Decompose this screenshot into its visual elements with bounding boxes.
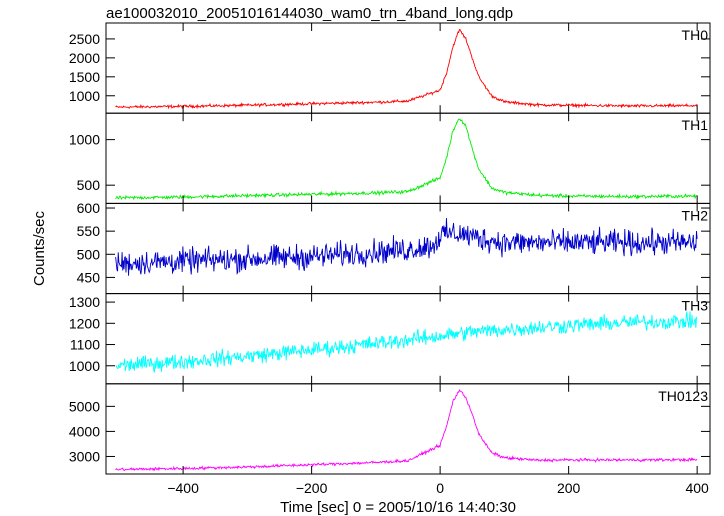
- series-line-th0: [115, 29, 698, 110]
- y-tick-label: 600: [77, 200, 101, 216]
- y-tick-label: 1000: [69, 358, 100, 374]
- y-tick-label: 550: [77, 223, 101, 239]
- panel-label-th1: TH1: [682, 117, 709, 133]
- series-line-th2: [115, 218, 698, 276]
- x-tick-label: −200: [296, 480, 328, 496]
- y-tick-label: 1000: [69, 88, 100, 104]
- y-tick-label: 1500: [69, 69, 100, 85]
- series-line-th0123: [115, 388, 698, 472]
- y-tick-label: 4000: [69, 423, 100, 439]
- y-tick-label: 1100: [70, 337, 100, 353]
- panel-label-th3: TH3: [682, 298, 709, 314]
- y-tick-label: 500: [77, 246, 101, 262]
- panel-th3: 1000 1100 1200 1300 TH3: [69, 293, 711, 385]
- panel-frame: [105, 293, 711, 385]
- y-tick-label: 3000: [69, 448, 100, 464]
- x-axis-label: Time [sec] 0 = 2005/10/16 14:40:30: [280, 499, 516, 516]
- panel-frame: [105, 202, 711, 295]
- series-line-th3: [115, 311, 698, 373]
- y-tick-label: 500: [77, 177, 101, 193]
- y-tick-label: 1000: [69, 132, 100, 148]
- x-axis-ticks: −400 −200 0 200 400: [167, 480, 709, 496]
- panels-group: 1000 1500 2000 2500 TH0 500 1000 TH1 450 500 550 60…: [69, 22, 711, 475]
- panel-th0123: 3000 4000 5000 TH0123: [69, 383, 711, 475]
- x-tick-label: 400: [685, 480, 709, 496]
- y-tick-label: 2500: [69, 31, 100, 47]
- panel-frame: [105, 112, 711, 204]
- series-line-th1: [115, 118, 698, 201]
- x-tick-label: 0: [436, 480, 444, 496]
- panel-frame: [105, 383, 711, 475]
- y-tick-label: 5000: [69, 398, 100, 414]
- y-tick-label: 450: [77, 269, 101, 285]
- panel-label-th0123: TH0123: [658, 388, 708, 404]
- y-tick-label: 1300: [69, 294, 100, 310]
- panel-th0: 1000 1500 2000 2500 TH0: [69, 22, 711, 114]
- y-axis-label: Counts/sec: [31, 210, 48, 286]
- panel-th2: 450 500 550 600 TH2: [77, 200, 711, 295]
- chart-title: ae100032010_20051016144030_wam0_trn_4ban…: [106, 5, 513, 22]
- y-tick-label: 2000: [69, 50, 100, 66]
- panel-frame: [105, 22, 711, 114]
- panel-label-th2: TH2: [682, 207, 709, 223]
- panel-label-th0: TH0: [682, 27, 709, 43]
- x-tick-label: −400: [167, 480, 199, 496]
- panel-th1: 500 1000 TH1: [69, 112, 711, 204]
- x-tick-label: 200: [557, 480, 581, 496]
- y-tick-label: 1200: [69, 315, 100, 331]
